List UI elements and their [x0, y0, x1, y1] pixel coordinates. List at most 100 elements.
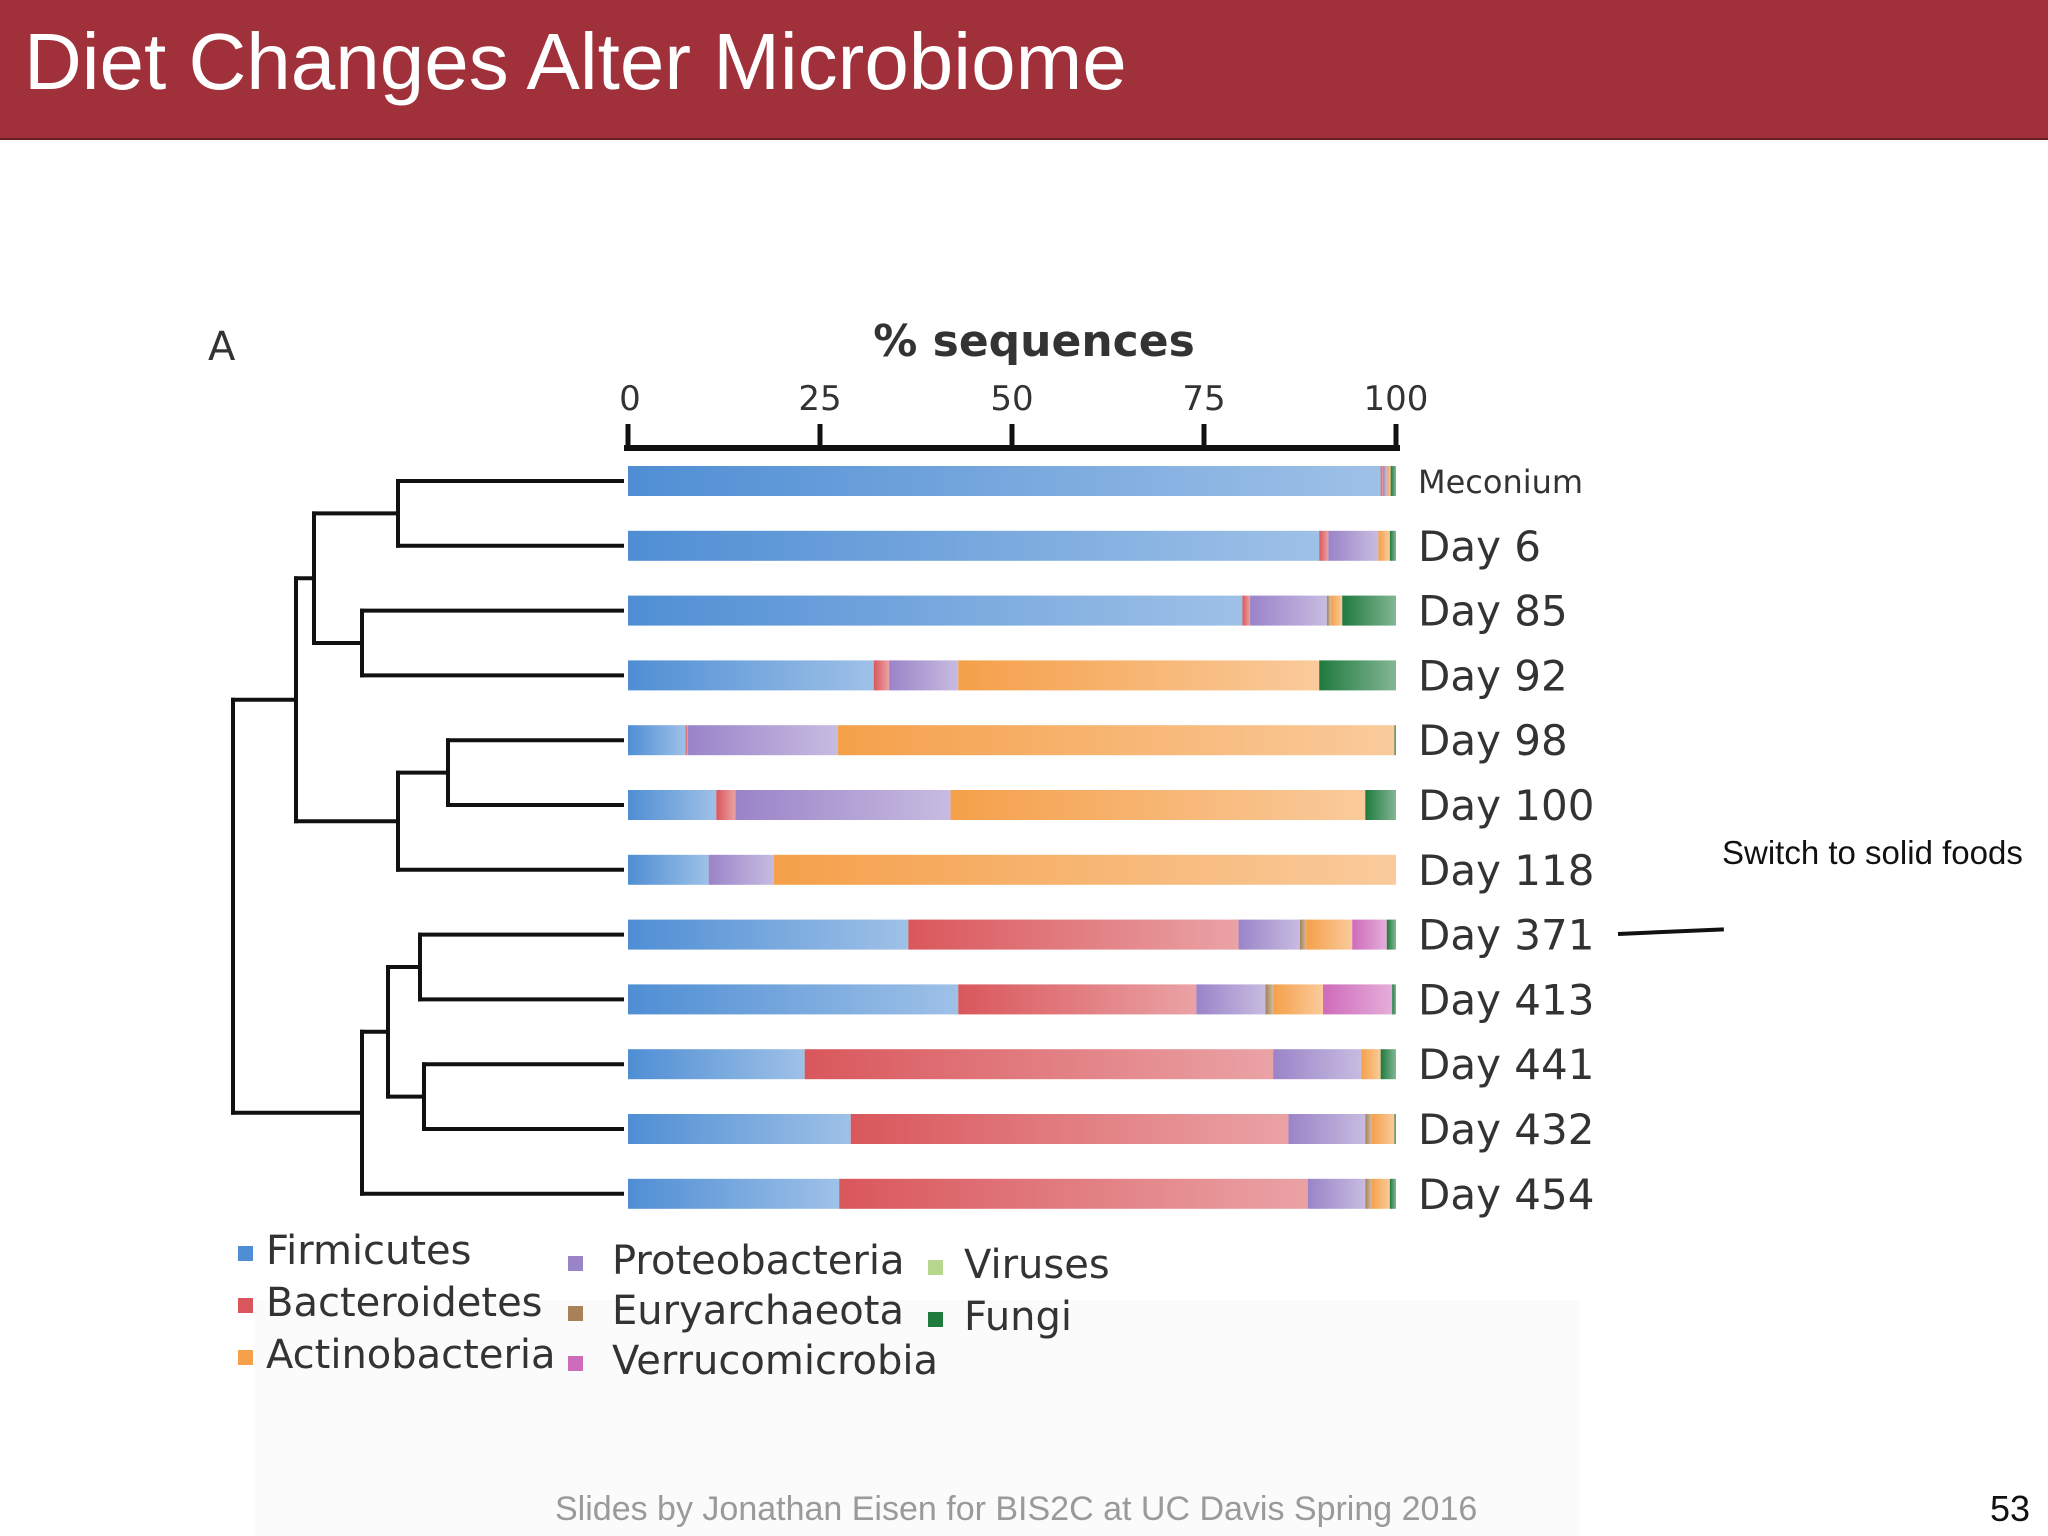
row-label: Day 100	[1418, 781, 1594, 830]
bar-segment-firmicutes	[628, 595, 1243, 626]
bar-segment-actinobacteria	[1371, 1178, 1390, 1209]
legend-swatch-firmicutes	[238, 1246, 253, 1261]
bar-segment-firmicutes	[628, 1049, 805, 1080]
row-label: Day 454	[1418, 1170, 1594, 1219]
footer-credit: Slides by Jonathan Eisen for BIS2C at UC…	[555, 1490, 1478, 1528]
bar-segment-proteobacteria	[687, 725, 838, 756]
bar-segment-proteobacteria	[1250, 595, 1327, 626]
bar-segment-fungi	[1394, 725, 1396, 756]
bar-segment-actinobacteria	[1306, 919, 1353, 950]
bar-segment-actinobacteria	[837, 725, 1395, 756]
bar-segment-fungi	[1319, 660, 1396, 691]
bar-segment-firmicutes	[628, 725, 686, 756]
bar-segment-actinobacteria	[1386, 466, 1391, 496]
row-labels: Meconium Day 6 Day 85 Day 92 Day 98 Day 100 Da…	[1418, 463, 1594, 1219]
legend-label-proteobacteria: Proteobacteria	[612, 1238, 904, 1284]
bar-segment-proteobacteria	[1196, 984, 1266, 1015]
bar-segment-bacteroidetes	[685, 725, 688, 756]
bar-segment-fungi	[1365, 790, 1396, 820]
dendrogram	[231, 479, 624, 1196]
row-label: Day 432	[1418, 1105, 1594, 1154]
legend-label-bacteroidetes: Bacteroidetes	[266, 1280, 543, 1326]
bar-segment-actinobacteria	[950, 790, 1366, 820]
bar-segment-firmicutes	[628, 984, 959, 1015]
bar-segment-proteobacteria	[1328, 530, 1379, 561]
row-label: Day 92	[1418, 651, 1568, 700]
bar-segment-fungi	[1394, 1114, 1396, 1144]
bar-segment-proteobacteria	[1288, 1114, 1366, 1144]
bar-segment-firmicutes	[628, 854, 709, 885]
bar-segment-bacteroidetes	[873, 660, 890, 691]
bar-segment-fungi	[1390, 466, 1396, 496]
bar-segment-fungi	[1389, 1178, 1396, 1209]
bar-segment-proteobacteria	[1273, 1049, 1362, 1080]
legend-swatch-euryarchaeota	[568, 1306, 583, 1321]
bar-segment-firmicutes	[628, 1178, 840, 1209]
legend-swatch-proteobacteria	[568, 1256, 583, 1271]
x-tick-label: 25	[798, 379, 841, 419]
bars	[628, 466, 1396, 1209]
bar-segment-proteobacteria	[889, 660, 959, 691]
bar-segment-actinobacteria	[1378, 530, 1390, 561]
bar-segment-euryarchaeota	[1300, 919, 1307, 950]
bar-segment-actinobacteria	[1361, 1049, 1381, 1080]
bar-segment-euryarchaeota	[1365, 1114, 1372, 1144]
row-label: Meconium	[1418, 463, 1583, 501]
bar-segment-bacteroidetes	[1242, 595, 1251, 626]
legend-label-euryarchaeota: Euryarchaeota	[612, 1288, 904, 1334]
bar-segment-fungi	[1386, 919, 1396, 950]
bar-segment-proteobacteria	[1238, 919, 1300, 950]
bar-segment-bacteroidetes	[716, 790, 736, 820]
bar-segment-bacteroidetes	[804, 1049, 1274, 1080]
bar-segment-fungi	[1392, 984, 1396, 1015]
bar-segment-fungi	[1342, 595, 1396, 626]
bar-segment-fungi	[1380, 1049, 1396, 1080]
legend-swatch-viruses	[928, 1260, 943, 1275]
annotation-text: Switch to solid foods	[1722, 834, 2023, 871]
x-tick-label: 50	[990, 379, 1033, 419]
x-tick-label: 75	[1182, 379, 1225, 419]
row-label: Day 413	[1418, 975, 1594, 1024]
legend-swatch-actinobacteria	[238, 1350, 253, 1365]
row-label: Day 371	[1418, 911, 1594, 960]
row-label: Day 441	[1418, 1040, 1594, 1089]
bar-segment-verrucomicrobia	[1323, 984, 1393, 1015]
row-label: Day 98	[1418, 716, 1568, 765]
figure-background	[255, 1300, 1580, 1536]
bar-segment-actinobacteria	[1273, 984, 1324, 1015]
bar-segment-bacteroidetes	[850, 1114, 1289, 1144]
bar-segment-bacteroidetes	[958, 984, 1197, 1015]
legend-label-viruses: Viruses	[964, 1242, 1110, 1288]
legend-label-firmicutes: Firmicutes	[266, 1228, 472, 1274]
bar-segment-firmicutes	[628, 1114, 851, 1144]
bar-segment-firmicutes	[628, 466, 1381, 496]
legend-label-fungi: Fungi	[964, 1294, 1072, 1340]
row-label: Day 118	[1418, 846, 1594, 895]
legend-swatch-bacteroidetes	[238, 1298, 253, 1313]
bar-segment-actinobacteria	[958, 660, 1320, 691]
legend-label-verrucomicrobia: Verrucomicrobia	[612, 1338, 938, 1384]
bar-segment-fungi	[1389, 530, 1396, 561]
row-label: Day 85	[1418, 587, 1568, 636]
bar-segment-firmicutes	[628, 919, 909, 950]
axis-title: % sequences	[873, 316, 1195, 367]
bar-segment-proteobacteria	[1307, 1178, 1366, 1209]
bar-segment-euryarchaeota	[1365, 1178, 1372, 1209]
bar-segment-bacteroidetes	[1319, 530, 1329, 561]
bar-segment-actinobacteria	[773, 854, 1396, 885]
bar-segment-firmicutes	[628, 790, 717, 820]
bar-segment-euryarchaeota	[1265, 984, 1274, 1015]
bar-segment-verrucomicrobia	[1352, 919, 1387, 950]
bar-segment-bacteroidetes	[1380, 466, 1383, 496]
bar-segment-actinobacteria	[1330, 595, 1343, 626]
bar-segment-bacteroidetes	[839, 1178, 1308, 1209]
bar-segment-proteobacteria	[708, 854, 774, 885]
bar-segment-firmicutes	[628, 660, 874, 691]
slide-number: 53	[1990, 1488, 2031, 1529]
x-axis: 0 25 50 75 100	[619, 379, 1428, 451]
bar-segment-proteobacteria	[735, 790, 951, 820]
bar-segment-firmicutes	[628, 530, 1320, 561]
bar-segment-bacteroidetes	[908, 919, 1239, 950]
title-bar: Diet Changes Alter Microbiome	[0, 0, 2048, 140]
